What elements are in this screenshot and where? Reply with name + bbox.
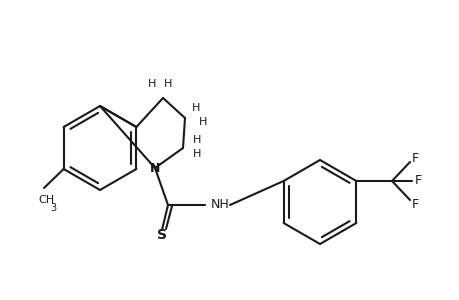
Text: 3: 3 <box>50 203 56 213</box>
Text: H: H <box>192 135 201 145</box>
Text: N: N <box>150 161 160 175</box>
Text: H: H <box>147 79 156 89</box>
Text: H: H <box>198 117 207 127</box>
Text: H: H <box>192 149 201 159</box>
Text: CH: CH <box>38 195 54 205</box>
Text: S: S <box>157 228 167 242</box>
Text: F: F <box>410 197 418 211</box>
Text: NH: NH <box>210 199 229 212</box>
Text: H: H <box>191 103 200 113</box>
Text: F: F <box>410 152 418 164</box>
Text: F: F <box>414 175 420 188</box>
Text: H: H <box>163 79 172 89</box>
